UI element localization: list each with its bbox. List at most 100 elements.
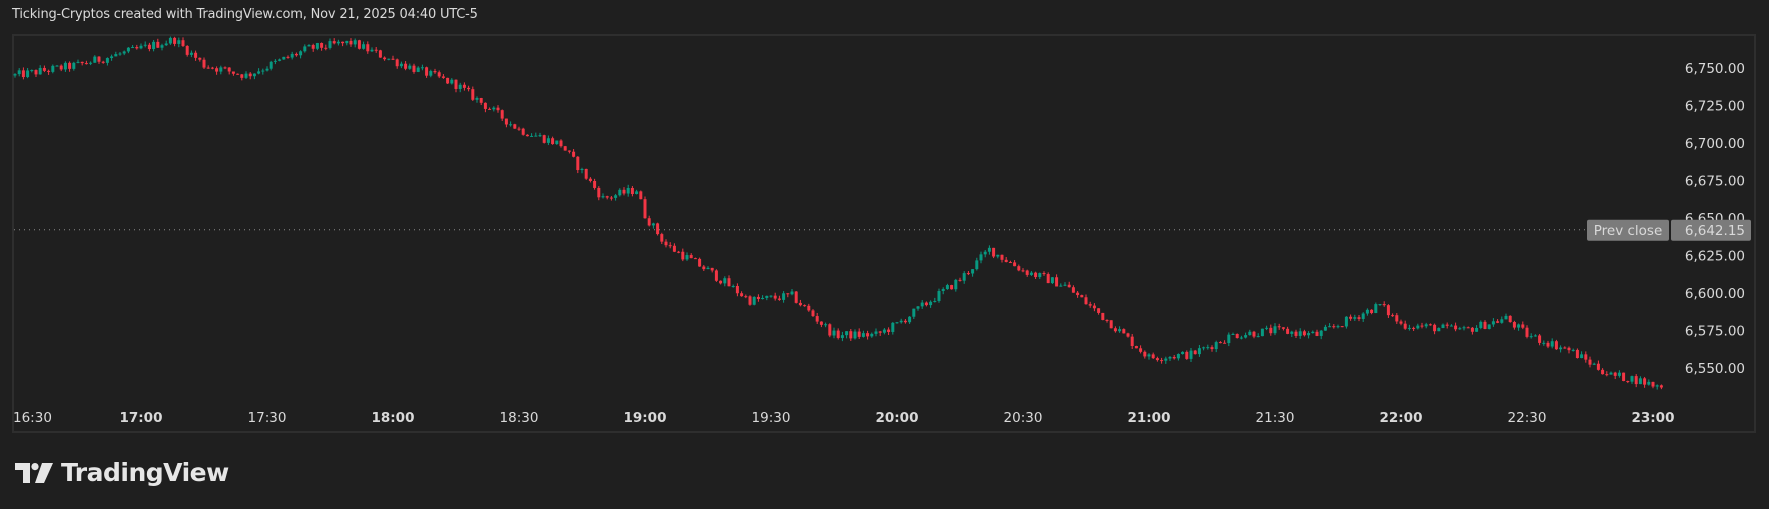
candle [1025, 270, 1029, 275]
candle [282, 56, 286, 60]
candle [1076, 292, 1080, 296]
candle [462, 84, 466, 88]
candle [185, 45, 189, 55]
tradingview-logo[interactable]: TradingView [15, 458, 229, 487]
candle [1248, 331, 1252, 336]
candle [290, 53, 294, 58]
candle [517, 128, 521, 130]
candle [647, 218, 651, 226]
candle [131, 47, 135, 49]
candle [756, 296, 760, 299]
candle [777, 298, 781, 300]
candle [1353, 317, 1357, 319]
candle [819, 321, 823, 325]
candle [219, 67, 223, 72]
candle [269, 61, 273, 69]
candle [782, 293, 786, 300]
tradingview-logo-text: TradingView [61, 458, 229, 487]
candle [1101, 312, 1105, 320]
candle [1071, 287, 1075, 293]
candle [1055, 277, 1059, 287]
candle [206, 67, 210, 69]
candle [404, 63, 408, 69]
candle [357, 40, 361, 49]
candle [996, 254, 1000, 257]
candle [966, 273, 970, 275]
candle [80, 61, 84, 64]
candle [597, 187, 601, 198]
candle [542, 135, 546, 143]
candle [1298, 331, 1302, 336]
candle [441, 76, 445, 78]
candle [1559, 347, 1563, 350]
candle [1256, 336, 1260, 338]
candle [1483, 321, 1487, 329]
time-tick-label: 17:30 [248, 410, 287, 426]
candle [1260, 328, 1264, 337]
time-tick-label: 17:00 [120, 410, 163, 426]
candle [1554, 341, 1558, 350]
candle [1109, 320, 1113, 329]
candle [1067, 284, 1071, 288]
candle [110, 56, 114, 59]
candle [1437, 328, 1441, 332]
candle [189, 52, 193, 55]
candle [807, 305, 811, 311]
time-axis[interactable]: 16:30 17:00 17:30 18:00 18:30 19:00 19:30 20:00… [13, 410, 1674, 426]
time-tick-label: 16:30 [13, 410, 52, 426]
candle [303, 46, 307, 52]
candle [551, 138, 555, 145]
candle [63, 62, 67, 70]
candle [114, 54, 118, 57]
candle [433, 71, 437, 73]
candle [962, 273, 966, 281]
candle [983, 251, 987, 255]
price-axis[interactable]: 6,750.006,725.006,700.006,675.006,650.00… [1685, 61, 1745, 377]
candle [1630, 376, 1634, 382]
candle [950, 285, 954, 290]
candle [408, 65, 412, 69]
candle [1277, 326, 1281, 328]
candle [1512, 322, 1516, 328]
candle [1491, 321, 1495, 325]
candle [1160, 360, 1164, 362]
time-tick-label: 18:00 [372, 410, 415, 426]
candle [1034, 272, 1038, 278]
candle [215, 68, 219, 72]
candle [660, 234, 664, 242]
prev-close-label-bg [1587, 219, 1669, 241]
candle [135, 47, 139, 49]
candle [370, 49, 374, 52]
candle [202, 59, 206, 68]
candle [1004, 259, 1008, 263]
candle [198, 57, 202, 60]
candle [1659, 385, 1663, 388]
candle [559, 140, 563, 147]
price-tick-label: 6,550.00 [1685, 361, 1745, 377]
candle [1046, 274, 1050, 284]
candle [769, 295, 773, 297]
tradingview-logo-icon [15, 462, 53, 483]
candle [1365, 309, 1369, 314]
candle [1080, 295, 1084, 298]
price-tick-label: 6,625.00 [1685, 249, 1745, 265]
candle [1122, 329, 1126, 334]
candle [72, 62, 76, 69]
candle [840, 335, 844, 338]
candle [1386, 305, 1390, 316]
candle [1286, 328, 1290, 334]
candle [719, 280, 723, 284]
candle [1533, 335, 1537, 337]
candle [299, 51, 303, 56]
candle [1185, 351, 1189, 359]
candle [118, 53, 122, 55]
candle [286, 56, 290, 58]
candle [1210, 347, 1214, 350]
prev-close-value: 6,642.15 [1685, 223, 1745, 239]
candle [1139, 348, 1143, 352]
candle [504, 118, 508, 125]
candle [656, 223, 660, 235]
candle [929, 301, 933, 306]
time-tick-label: 20:00 [876, 410, 919, 426]
